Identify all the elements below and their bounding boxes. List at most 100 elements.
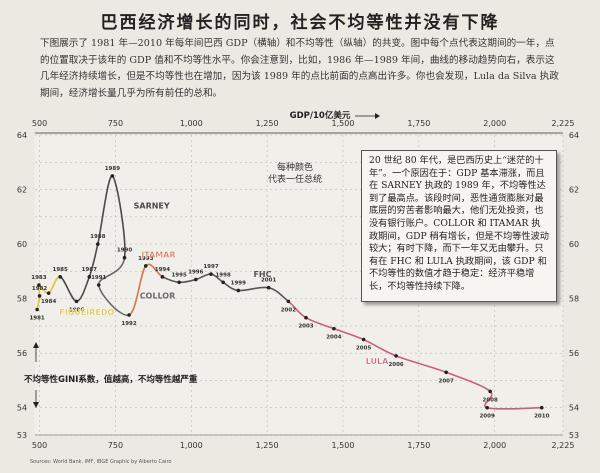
gini-line-segment xyxy=(363,338,397,357)
year-label: 1984 xyxy=(41,299,56,305)
year-label: 1985 xyxy=(53,267,68,273)
year-label: 1996 xyxy=(188,270,203,276)
year-label: 2006 xyxy=(388,362,403,368)
year-label: 2005 xyxy=(356,346,371,352)
year-label: 1994 xyxy=(155,267,170,273)
year-point xyxy=(221,280,225,285)
year-point xyxy=(74,299,79,304)
x-tick-label-top: 750 xyxy=(108,119,123,128)
year-point xyxy=(58,275,62,279)
year-point xyxy=(194,277,198,282)
year-point xyxy=(143,264,148,268)
year-point xyxy=(332,326,336,331)
gini-line-segment xyxy=(97,257,126,286)
year-point xyxy=(394,354,398,358)
year-point xyxy=(286,299,291,304)
x-tick-label-top: 1,000 xyxy=(180,119,203,128)
year-label: 1983 xyxy=(31,275,46,281)
year-point xyxy=(361,337,366,342)
gini-line-segment xyxy=(238,286,269,292)
year-point xyxy=(444,370,448,375)
x-tick-label-top: 1,500 xyxy=(332,119,355,128)
year-point xyxy=(304,315,308,320)
y-axis-arrowhead-up xyxy=(33,342,39,348)
x-tick-label-top: 2,000 xyxy=(483,119,506,128)
x-tick-label-bottom: 1,000 xyxy=(180,441,203,450)
year-label: 1990 xyxy=(117,248,132,254)
year-label: 1987 xyxy=(82,267,97,273)
president-label: FHC xyxy=(253,270,271,279)
year-label: 1993 xyxy=(138,256,153,262)
year-label: 2001 xyxy=(261,278,276,284)
y-tick-label-left: 62 xyxy=(17,186,27,195)
year-label: 1999 xyxy=(231,280,246,286)
color-legend-text: 每种颜色 xyxy=(277,161,313,173)
y-axis-title: 不均等性GINI系数，值越高，不均等性越严重 xyxy=(24,374,198,385)
x-tick-label-bottom: 750 xyxy=(108,441,123,450)
y-tick-label-left: 53 xyxy=(17,431,27,440)
y-tick-label-right: 54 xyxy=(569,404,579,413)
president-label: COLLOR xyxy=(140,292,176,301)
gini-line-segment xyxy=(268,286,289,302)
x-tick-label-bottom: 1,750 xyxy=(407,441,430,450)
x-tick-label-top: 1,750 xyxy=(407,119,430,128)
year-point xyxy=(127,313,131,317)
x-axis-title: GDP/10亿美元 xyxy=(290,110,351,121)
year-point xyxy=(87,275,92,279)
year-point xyxy=(96,242,100,246)
gini-line-segment xyxy=(305,317,335,330)
gini-line-segment xyxy=(287,300,307,319)
year-label: 1995 xyxy=(171,272,186,278)
year-label: 2003 xyxy=(298,324,313,330)
gini-line-segment xyxy=(445,371,491,392)
year-label: 2004 xyxy=(326,335,341,341)
year-label: 1986 xyxy=(69,307,84,313)
year-point xyxy=(160,275,165,279)
year-point xyxy=(46,291,51,295)
president-label: FIGUEIREDO xyxy=(59,308,114,317)
president-label: SARNEY xyxy=(134,202,170,211)
year-point xyxy=(266,285,271,290)
year-label: 2008 xyxy=(483,397,498,403)
year-label: 1982 xyxy=(32,286,47,292)
y-tick-label-right: 58 xyxy=(569,295,579,304)
year-point xyxy=(35,307,39,312)
y-tick-label-left: 56 xyxy=(17,349,27,358)
year-point xyxy=(110,174,115,178)
year-point xyxy=(209,272,213,276)
year-point xyxy=(485,405,489,410)
year-label: 1997 xyxy=(203,264,218,270)
x-axis-arrowhead xyxy=(375,113,380,119)
y-tick-label-right: 53 xyxy=(569,431,579,440)
year-point xyxy=(37,294,42,298)
x-tick-label-top: 500 xyxy=(32,119,47,128)
x-tick-label-bottom: 2,225 xyxy=(552,441,575,450)
intro-text: 下图展示了 1981 年—2010 年每年间巴西 GDP（横轴）和不均等性（纵轴… xyxy=(40,38,559,99)
year-point xyxy=(96,283,101,287)
x-tick-label-top: 2,225 xyxy=(552,119,575,128)
year-point xyxy=(236,288,241,293)
year-point xyxy=(488,389,492,394)
gini-line-segment xyxy=(111,175,126,258)
gini-line-segment xyxy=(88,243,99,278)
year-label: 1988 xyxy=(90,234,105,240)
page-title: 巴西经济增长的同时，社会不均等性并没有下降 xyxy=(100,13,500,33)
y-tick-label-left: 58 xyxy=(17,295,27,304)
x-tick-label-top: 1,250 xyxy=(256,119,279,128)
president-label: ITAMAR xyxy=(141,251,175,260)
y-tick-label-left: 54 xyxy=(17,404,27,413)
year-point xyxy=(539,405,544,410)
x-tick-label-bottom: 1,250 xyxy=(256,441,279,450)
president-label: LULA xyxy=(366,357,389,366)
gini-line-segment xyxy=(128,265,147,316)
year-label: 2002 xyxy=(281,307,296,313)
x-tick-label-bottom: 1,500 xyxy=(332,441,355,450)
intro-paragraph: 下图展示了 1981 年—2010 年每年间巴西 GDP（横轴）和不均等性（纵轴… xyxy=(40,36,560,102)
y-tick-label-left: 60 xyxy=(17,240,27,249)
year-label: 2009 xyxy=(479,414,494,420)
gini-line-segment xyxy=(333,327,364,341)
source-note: Sources: World Bank, IMF, IBGE Graphic b… xyxy=(30,459,172,465)
color-legend-text: 代表一任总统 xyxy=(268,173,322,185)
y-tick-label-right: 64 xyxy=(569,131,579,140)
y-tick-label-right: 60 xyxy=(569,240,579,249)
